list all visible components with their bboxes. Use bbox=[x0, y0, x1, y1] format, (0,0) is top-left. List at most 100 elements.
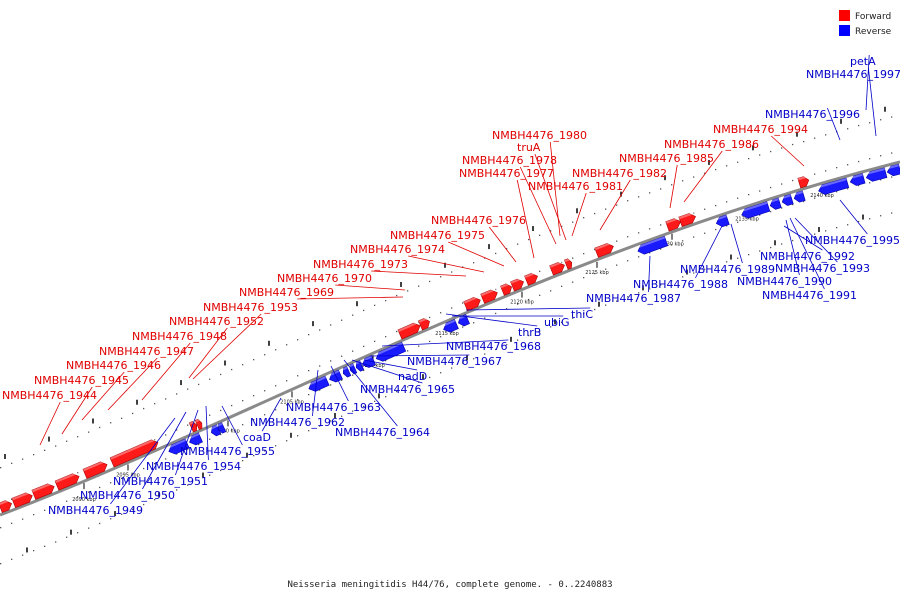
forward-gene bbox=[678, 211, 696, 227]
guide-dot bbox=[605, 268, 607, 270]
guide-dot bbox=[220, 469, 222, 472]
forward-gene-label: NMBH4476_1977 bbox=[459, 167, 554, 180]
guide-dot bbox=[99, 522, 101, 525]
forward-gene bbox=[194, 418, 203, 430]
reverse-gene bbox=[209, 424, 222, 437]
guide-dot bbox=[583, 217, 585, 219]
guide-dot bbox=[352, 314, 354, 316]
forward-gene bbox=[463, 295, 481, 312]
guide-dot bbox=[858, 124, 860, 127]
guide-dot bbox=[693, 212, 695, 214]
guide-dot bbox=[66, 440, 68, 442]
guide-dot bbox=[33, 550, 35, 552]
guide-dot bbox=[462, 326, 464, 328]
guide-dot bbox=[649, 252, 651, 254]
guide-dot bbox=[781, 183, 783, 185]
gene-highlight bbox=[817, 177, 847, 189]
guide-dot bbox=[198, 443, 200, 446]
guide-dot bbox=[11, 522, 13, 524]
forward-gene-label: NMBH4476_1976 bbox=[431, 214, 526, 227]
forward-leader-line bbox=[516, 179, 535, 259]
gene-arrow bbox=[189, 432, 203, 446]
guide-dot bbox=[715, 204, 717, 207]
forward-gene bbox=[11, 490, 33, 508]
guide-dot bbox=[572, 257, 574, 259]
guide-dot bbox=[594, 308, 596, 311]
guide-dot bbox=[770, 186, 772, 189]
guide-dot bbox=[440, 312, 442, 314]
guide-dot bbox=[825, 134, 827, 136]
gene-arrow bbox=[781, 193, 794, 206]
guide-dot bbox=[671, 280, 673, 282]
guide-dot bbox=[869, 158, 871, 160]
forward-gene-label: NMBH4476_1980 bbox=[492, 129, 587, 142]
gene-arrow bbox=[349, 363, 358, 375]
guide-dot bbox=[231, 464, 233, 467]
guide-dot bbox=[341, 319, 343, 321]
guide-dot bbox=[231, 368, 233, 371]
gene-arrow bbox=[463, 297, 481, 312]
guide-dot bbox=[814, 173, 816, 175]
kbp-tick-label: 2120 kbp bbox=[510, 300, 534, 306]
reverse-gene-label: NMBH4476_1996 bbox=[765, 108, 860, 121]
legend-forward-swatch bbox=[839, 10, 850, 21]
guide-dot bbox=[737, 161, 739, 163]
guide-dot bbox=[154, 403, 156, 405]
forward-gene bbox=[563, 257, 573, 270]
guide-dot bbox=[638, 232, 640, 234]
genome-backbone bbox=[0, 160, 900, 517]
guide-dot bbox=[451, 331, 453, 333]
guide-dot bbox=[165, 434, 167, 436]
guide-dot bbox=[792, 179, 794, 182]
guide-dot bbox=[506, 344, 508, 346]
reverse-gene-label: NMBH4476_1990 bbox=[737, 275, 832, 288]
guide-dot bbox=[242, 364, 244, 366]
guide-dot bbox=[352, 350, 354, 352]
guide-dot bbox=[737, 197, 739, 199]
gene-highlight bbox=[480, 288, 497, 297]
forward-gene-label: NMBH4476_1947 bbox=[99, 345, 194, 358]
reverse-gene bbox=[166, 438, 190, 455]
guide-dot bbox=[22, 458, 24, 460]
gene-arrow bbox=[397, 322, 421, 340]
guide-dot bbox=[374, 340, 376, 342]
reverse-gene-label: thrB bbox=[518, 326, 541, 339]
guide-dot bbox=[539, 294, 541, 296]
guide-dot bbox=[385, 396, 387, 398]
forward-gene bbox=[82, 459, 108, 479]
forward-leader-line bbox=[81, 371, 125, 421]
guide-dot bbox=[616, 240, 618, 242]
reverse-gene bbox=[865, 167, 888, 182]
forward-gene bbox=[510, 277, 524, 292]
guide-dot bbox=[286, 380, 288, 382]
gene-arrow bbox=[168, 438, 190, 455]
guide-dot bbox=[605, 304, 607, 306]
guide-dot bbox=[143, 503, 145, 506]
guide-dot bbox=[143, 407, 145, 410]
reverse-leader-line bbox=[175, 409, 199, 476]
forward-leader-line bbox=[683, 150, 723, 203]
guide-dot bbox=[869, 122, 871, 124]
forward-leader-line bbox=[669, 164, 678, 209]
forward-gene-label: NMBH4476_1981 bbox=[528, 180, 623, 193]
guide-dot bbox=[341, 415, 343, 417]
guide-dot bbox=[110, 422, 112, 424]
gene-highlight bbox=[665, 216, 680, 224]
guide-dot bbox=[198, 383, 200, 386]
reverse-gene-label: NMBH4476_1968 bbox=[446, 340, 541, 353]
guide-dot bbox=[385, 360, 387, 362]
reverse-gene-label: NMBH4476_1962 bbox=[250, 416, 345, 429]
guide-dot bbox=[660, 284, 662, 286]
guide-dot bbox=[264, 354, 266, 356]
guide-dot bbox=[242, 424, 244, 426]
guide-dot bbox=[715, 168, 717, 171]
guide-dot bbox=[253, 395, 255, 397]
reverse-leader-line bbox=[261, 397, 282, 432]
forward-gene bbox=[109, 437, 159, 468]
guide-dot bbox=[187, 388, 189, 390]
guide-dot bbox=[165, 494, 167, 496]
gene-highlight bbox=[83, 459, 106, 472]
forward-gene-label: truA bbox=[517, 141, 541, 154]
legend-reverse-swatch bbox=[839, 25, 850, 36]
